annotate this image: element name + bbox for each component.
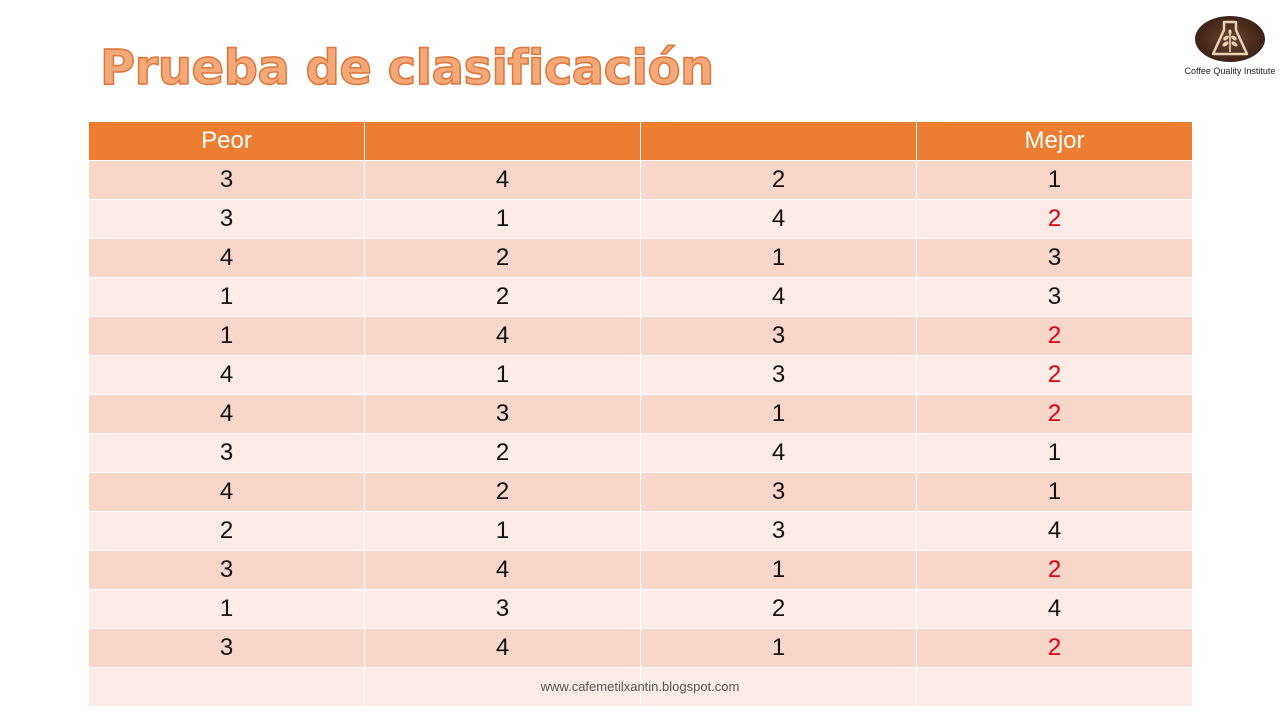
table-cell: 4 [364,550,641,590]
table-cell: 1 [88,316,365,356]
table-cell: 1 [916,433,1193,473]
table-cell: 2 [640,160,917,200]
table-cell-empty [88,667,365,707]
table-cell: 3 [640,316,917,356]
table-cell: 3 [916,238,1193,278]
table-cell: 3 [364,589,641,629]
table-cell-empty [916,667,1193,707]
table-cell: 3 [640,511,917,551]
table-cell: 1 [916,160,1193,200]
table-cell: 2 [916,628,1193,668]
table-cell: 1 [364,511,641,551]
table-cell: 1 [364,199,641,239]
table-cell: 1 [640,628,917,668]
table-cell: 3 [88,550,365,590]
table-cell: 3 [916,277,1193,317]
table-cell: 4 [640,199,917,239]
table-cell: 1 [640,394,917,434]
table-cell: 4 [88,472,365,512]
table-cell: 2 [364,238,641,278]
table-cell: 4 [88,238,365,278]
table-cell: 4 [364,160,641,200]
table-cell: 2 [916,394,1193,434]
table-cell: 2 [364,277,641,317]
table-cell: 2 [364,472,641,512]
table-cell: 1 [88,589,365,629]
header-cell: Peor [88,121,365,161]
table-cell-empty [364,667,641,707]
table-cell: 4 [640,277,917,317]
table-cell: 3 [88,160,365,200]
table-cell: 1 [88,277,365,317]
slide-title: Prueba de clasificación [99,39,715,97]
table-cell: 4 [916,589,1193,629]
logo-text: Coffee Quality Institute [1184,66,1276,76]
table-cell: 4 [364,316,641,356]
table-cell: 1 [364,355,641,395]
table-cell-empty [640,667,917,707]
header-cell [364,121,641,161]
table-cell: 1 [640,238,917,278]
header-cell [640,121,917,161]
table-cell: 4 [88,394,365,434]
table-cell: 2 [916,316,1193,356]
table-cell: 3 [88,628,365,668]
table-cell: 2 [640,589,917,629]
table-cell: 4 [640,433,917,473]
table-cell: 1 [916,472,1193,512]
table-header-row: Peor Mejor [88,121,1193,161]
table-cell: 2 [916,550,1193,590]
table-cell: 3 [88,199,365,239]
header-cell: Mejor [916,121,1193,161]
coffee-plant-flask-icon [1195,16,1265,62]
table-cell: 3 [640,355,917,395]
logo: Coffee Quality Institute [1182,16,1278,80]
table-row-empty [88,667,1193,707]
table-cell: 2 [916,199,1193,239]
table-cell: 4 [364,628,641,668]
table-cell: 2 [88,511,365,551]
table-cell: 3 [364,394,641,434]
table-cell: 1 [640,550,917,590]
table-cell: 2 [916,355,1193,395]
table-cell: 4 [916,511,1193,551]
table-cell: 3 [88,433,365,473]
table-cell: 3 [640,472,917,512]
table-cell: 4 [88,355,365,395]
table-cell: 2 [364,433,641,473]
